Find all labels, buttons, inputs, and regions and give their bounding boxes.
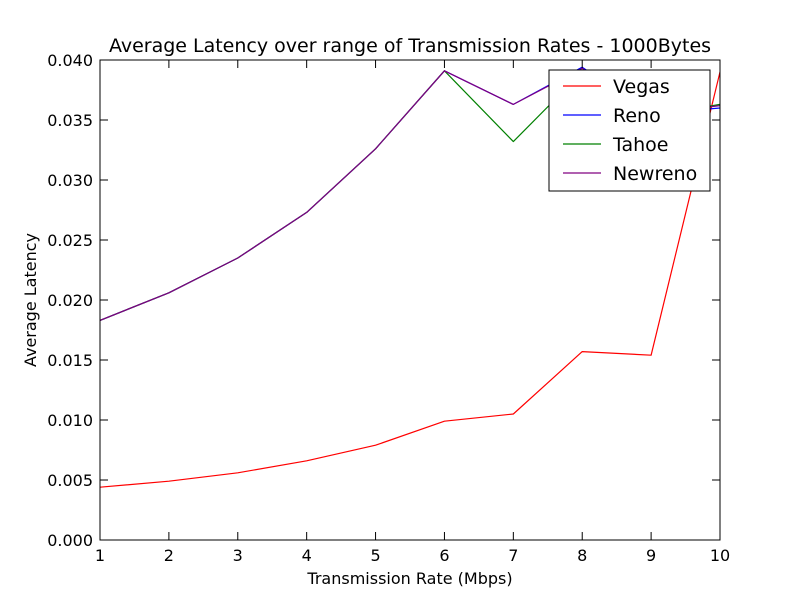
x-tick-label: 6 [439, 546, 449, 565]
legend-frame [548, 69, 711, 192]
y-tick-label: 0.000 [47, 531, 93, 550]
x-tick-label: 9 [646, 546, 656, 565]
x-tick-label: 1 [95, 546, 105, 565]
x-tick-label: 4 [302, 546, 312, 565]
x-tick-label: 7 [508, 546, 518, 565]
legend-label-reno: Reno [613, 105, 661, 127]
y-axis: 0.000 0.005 0.010 0.015 0.020 0.025 0.030 0.035… [47, 51, 720, 550]
y-tick-label: 0.020 [47, 291, 93, 310]
y-tick-label: 0.035 [47, 111, 93, 130]
y-axis-label: Average Latency [21, 233, 40, 367]
y-tick-label: 0.025 [47, 231, 93, 250]
y-tick-label: 0.005 [47, 471, 93, 490]
legend: Vegas Reno Tahoe Newreno [548, 69, 711, 192]
series-line-vegas [100, 71, 720, 488]
legend-label-newreno: Newreno [613, 163, 697, 185]
x-tick-label: 10 [710, 546, 730, 565]
y-tick-label: 0.030 [47, 171, 93, 190]
y-tick-label: 0.040 [47, 51, 93, 70]
x-tick-label: 5 [370, 546, 380, 565]
x-tick-label: 2 [164, 546, 174, 565]
y-tick-label: 0.015 [47, 351, 93, 370]
legend-label-vegas: Vegas [613, 76, 670, 98]
x-axis: 1 2 3 4 5 6 7 8 9 10 [95, 60, 730, 565]
x-axis-label: Transmission Rate (Mbps) [306, 569, 512, 588]
x-tick-label: 3 [233, 546, 243, 565]
y-tick-label: 0.010 [47, 411, 93, 430]
legend-label-tahoe: Tahoe [612, 134, 668, 156]
x-tick-label: 8 [577, 546, 587, 565]
chart-title: Average Latency over range of Transmissi… [109, 35, 711, 57]
